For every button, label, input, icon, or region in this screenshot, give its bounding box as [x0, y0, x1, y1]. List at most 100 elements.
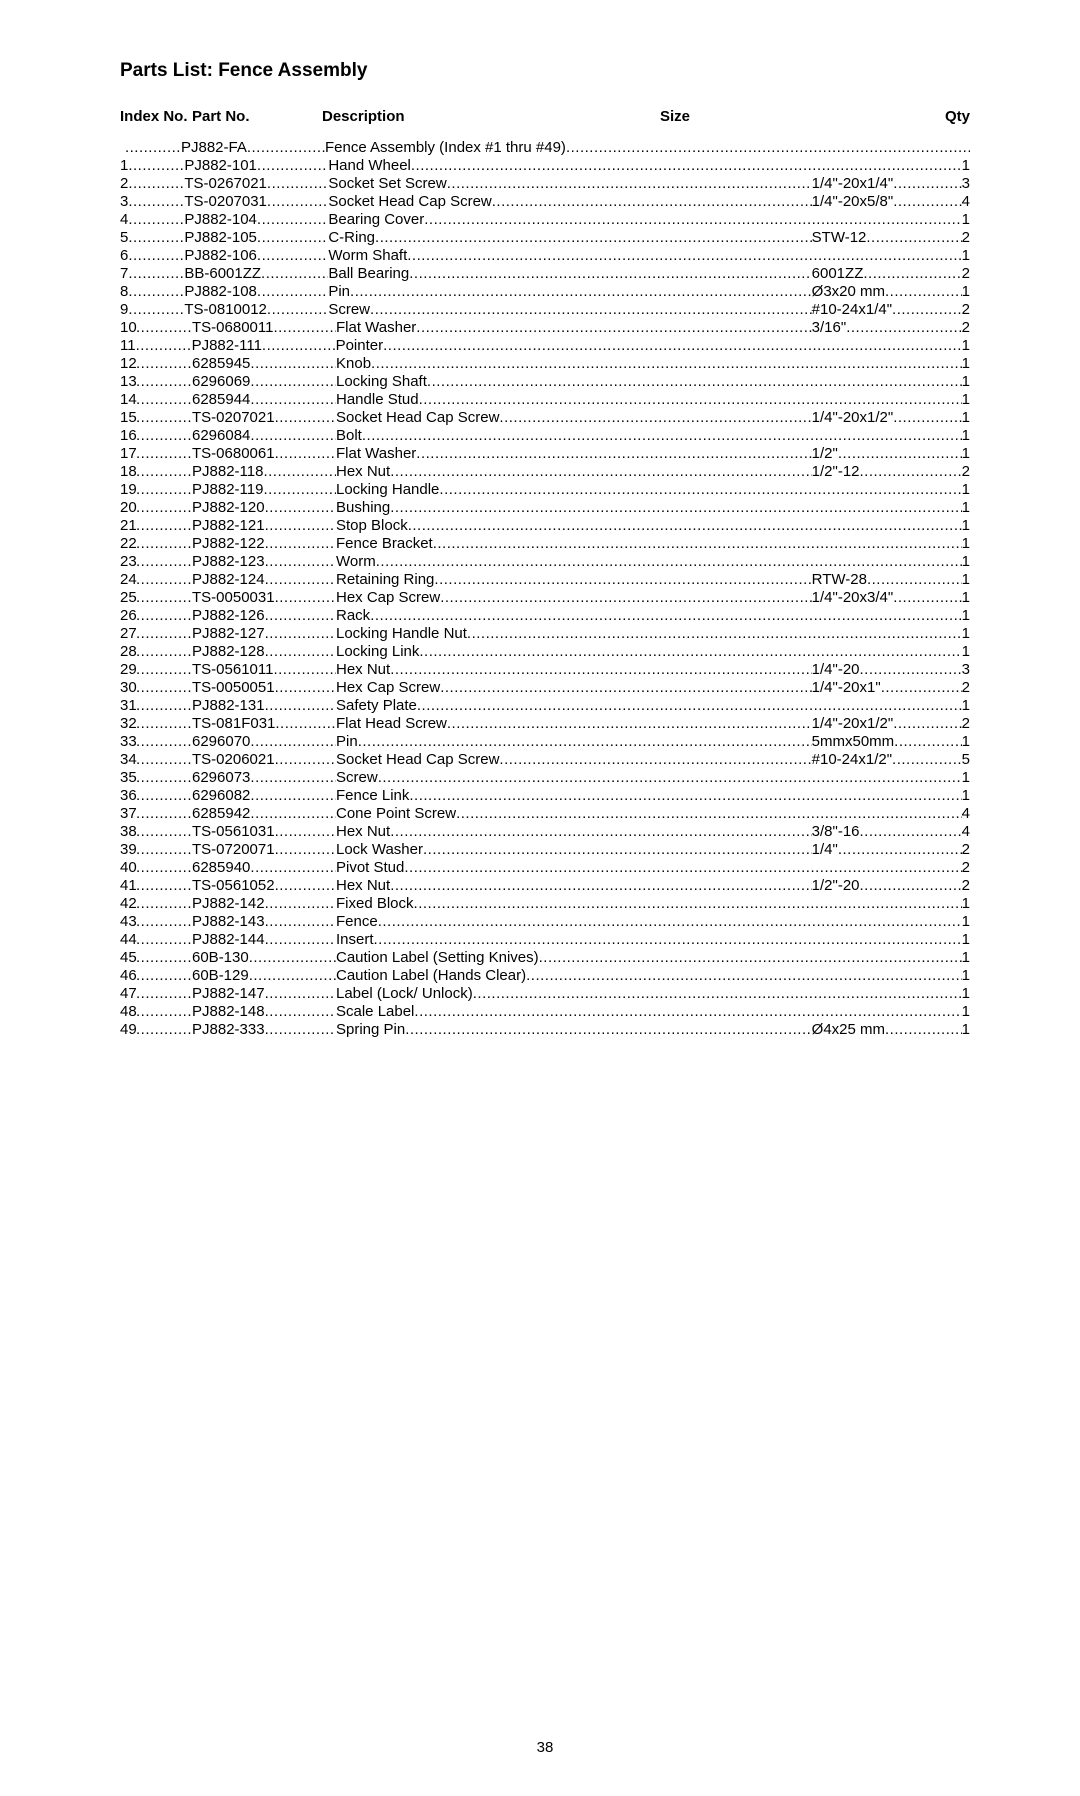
leader-dots: [265, 607, 336, 625]
cell-description: Spring Pin: [336, 1021, 405, 1039]
leader-dots: [407, 247, 961, 265]
leader-dots: [136, 553, 192, 571]
cell-qty: 4: [962, 193, 970, 211]
table-row: 8PJ882-108PinØ3x20 mm1: [120, 283, 970, 301]
leader-dots: [434, 571, 811, 589]
cell-part: PJ882-147: [192, 985, 265, 1003]
cell-qty: 5: [962, 751, 970, 769]
page: Parts List: Fence Assembly Index No. Par…: [0, 0, 1080, 1796]
cell-part: TS-0680061: [192, 445, 275, 463]
table-row: 376285942Cone Point Screw4: [120, 805, 970, 823]
cell-description: Safety Plate: [336, 697, 417, 715]
leader-dots: [893, 175, 961, 193]
leader-dots: [390, 661, 811, 679]
cell-size: 5mmx50mm: [812, 733, 895, 751]
leader-dots: [136, 859, 192, 877]
cell-description: Locking Handle: [336, 481, 439, 499]
cell-description: Pin: [328, 283, 350, 301]
cell-index: 35: [120, 769, 136, 787]
cell-description: Socket Set Screw: [328, 175, 446, 193]
leader-dots: [275, 445, 336, 463]
cell-index: 23: [120, 553, 136, 571]
cell-index: 43: [120, 913, 136, 931]
cell-description: Screw: [328, 301, 370, 319]
cell-part: PJ882-123: [192, 553, 265, 571]
leader-dots: [370, 607, 961, 625]
cell-description: Pointer: [336, 337, 384, 355]
cell-qty: 1: [962, 535, 970, 553]
cell-qty: 1: [962, 769, 970, 787]
leader-dots: [427, 373, 962, 391]
cell-qty: 2: [962, 229, 970, 247]
cell-qty: 3: [962, 661, 970, 679]
cell-qty: 4: [962, 823, 970, 841]
cell-qty: 1: [962, 373, 970, 391]
leader-dots: [417, 697, 962, 715]
cell-part: PJ882-144: [192, 931, 265, 949]
cell-index: 27: [120, 625, 136, 643]
table-row: 30TS-0050051Hex Cap Screw1/4"-20x1"2: [120, 679, 970, 697]
leader-dots: [136, 787, 192, 805]
leader-dots: [419, 391, 962, 409]
leader-dots: [136, 697, 192, 715]
leader-dots: [136, 589, 192, 607]
cell-part: TS-0050031: [192, 589, 275, 607]
leader-dots: [447, 715, 812, 733]
leader-dots: [404, 859, 961, 877]
leader-dots: [267, 193, 328, 211]
leader-dots: [526, 967, 962, 985]
leader-dots: [136, 517, 192, 535]
leader-dots: [350, 283, 812, 301]
cell-size: STW-12: [812, 229, 867, 247]
leader-dots: [136, 931, 192, 949]
cell-qty: 1: [962, 445, 970, 463]
cell-qty: 1: [962, 985, 970, 1003]
leader-dots: [136, 823, 192, 841]
cell-size: #10-24x1/4": [812, 301, 892, 319]
table-row: 6PJ882-106Worm Shaft1: [120, 247, 970, 265]
cell-qty: 1: [962, 427, 970, 445]
cell-size: #10-24x1/2": [812, 751, 892, 769]
table-row: 18PJ882-118Hex Nut1/2"-122: [120, 463, 970, 481]
cell-size: 1/4"-20x5/8": [812, 193, 894, 211]
header-qty: Qty: [808, 108, 970, 125]
leader-dots: [375, 229, 812, 247]
cell-description: Fixed Block: [336, 895, 414, 913]
table-row: 48PJ882-148Scale Label1: [120, 1003, 970, 1021]
table-row: 42PJ882-142Fixed Block1: [120, 895, 970, 913]
leader-dots: [136, 535, 192, 553]
leader-dots: [439, 481, 961, 499]
leader-dots: [440, 589, 811, 607]
cell-index: 41: [120, 877, 136, 895]
cell-index: 33: [120, 733, 136, 751]
leader-dots: [409, 787, 961, 805]
cell-qty: 1: [962, 283, 970, 301]
cell-qty: 1: [962, 553, 970, 571]
leader-dots: [419, 643, 961, 661]
leader-dots: [128, 193, 184, 211]
cell-index: 38: [120, 823, 136, 841]
table-row: 7BB-6001ZZBall Bearing6001ZZ2: [120, 265, 970, 283]
cell-part: 6296070: [192, 733, 250, 751]
table-header: Index No. Part No. Description Size Qty: [120, 108, 970, 125]
leader-dots: [416, 445, 811, 463]
cell-index: 20: [120, 499, 136, 517]
leader-dots: [433, 535, 962, 553]
cell-description: Retaining Ring: [336, 571, 434, 589]
table-row: 43PJ882-143Fence1: [120, 913, 970, 931]
cell-qty: 1: [962, 949, 970, 967]
leader-dots: [257, 283, 328, 301]
leader-dots: [250, 373, 336, 391]
cell-qty: 2: [962, 877, 970, 895]
cell-qty: 2: [962, 319, 970, 337]
leader-dots: [263, 463, 336, 481]
cell-description: Fence Assembly (Index #1 thru #49): [325, 139, 566, 157]
leader-dots: [265, 895, 336, 913]
cell-description: Bearing Cover: [328, 211, 424, 229]
leader-dots: [473, 985, 962, 1003]
cell-part: TS-081F031: [192, 715, 275, 733]
table-row: 406285940Pivot Stud2: [120, 859, 970, 877]
cell-description: Locking Handle Nut: [336, 625, 467, 643]
cell-part: PJ882-111: [192, 337, 262, 355]
cell-size: 1/4"-20x1": [812, 679, 881, 697]
